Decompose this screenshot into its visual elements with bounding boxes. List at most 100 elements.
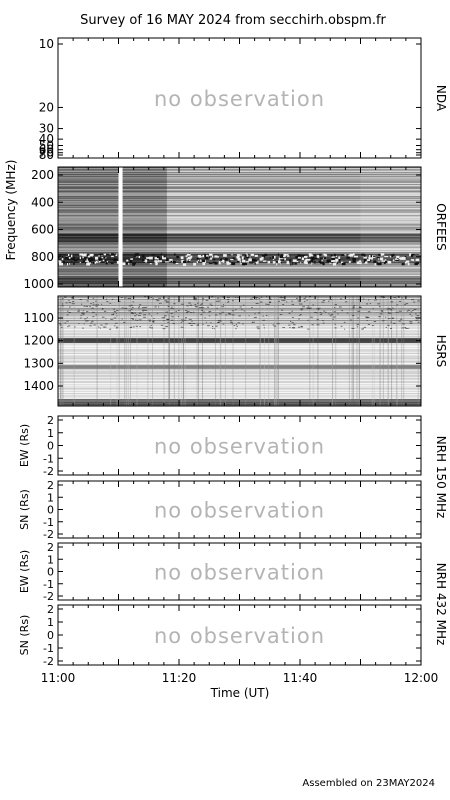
y-tick-label: 1	[47, 427, 54, 440]
spectrogram-speckle	[142, 310, 144, 312]
spectrogram-speckle	[379, 306, 381, 308]
spectrogram-speckle	[289, 259, 292, 262]
spectrogram-speckle	[173, 253, 176, 256]
spectrogram-speckle	[124, 297, 127, 299]
spectrogram-speckle	[201, 303, 204, 305]
spectrogram-speckle	[176, 255, 180, 259]
spectrogram-speckle	[73, 262, 75, 265]
spectrogram-speckle	[202, 299, 204, 301]
spectrogram-speckle	[329, 261, 332, 264]
spectrogram-speckle	[164, 315, 167, 317]
spectrogram-speckle	[301, 303, 303, 305]
spectrogram-speckle	[73, 256, 75, 259]
spectrogram-streak	[309, 296, 311, 406]
spectrogram-speckle	[134, 319, 137, 321]
spectrogram-row	[58, 214, 421, 215]
spectrogram-speckle	[351, 327, 355, 329]
spectrogram-row	[58, 354, 421, 355]
spectrogram-speckle	[316, 312, 318, 314]
spectrogram-speckle	[309, 254, 313, 257]
spectrogram-speckle	[99, 253, 104, 256]
spectrogram-row	[58, 227, 421, 228]
y-tick-label: -2	[43, 655, 54, 668]
spectrogram-speckle	[408, 327, 410, 329]
spectrogram-speckle	[150, 324, 152, 326]
spectrogram-row	[58, 197, 421, 198]
spectrogram-streak	[395, 296, 397, 406]
spectrogram-speckle	[301, 257, 305, 260]
spectrogram-speckle	[404, 261, 407, 264]
spectrogram-speckle	[104, 323, 108, 325]
spectrogram-speckle	[197, 302, 199, 304]
spectrogram-speckle	[335, 260, 338, 263]
spectrogram-streak	[352, 296, 354, 406]
spectrogram-speckle	[398, 320, 401, 322]
spectrogram-row	[58, 388, 421, 389]
spectrogram-speckle	[231, 300, 234, 302]
spectrogram-row	[58, 332, 421, 333]
spectrogram-speckle	[393, 297, 397, 299]
spectrogram-speckle	[323, 257, 327, 260]
y-tick-label: 2	[47, 414, 54, 427]
spectrogram-speckle	[111, 314, 115, 316]
spectrogram-speckle	[407, 309, 411, 311]
spectrogram-row	[58, 365, 421, 366]
spectrogram-row	[58, 176, 421, 177]
spectrogram-row	[58, 267, 421, 268]
spectrogram-speckle	[395, 311, 399, 313]
spectrogram-row	[58, 389, 421, 390]
spectrogram-speckle	[387, 260, 392, 264]
spectrogram-streak	[147, 296, 149, 406]
spectrogram-speckle	[231, 314, 235, 316]
spectrogram-speckle	[182, 320, 184, 322]
spectrogram-speckle	[131, 312, 134, 314]
spectrogram-speckle	[263, 254, 267, 257]
spectrogram-speckle	[113, 311, 116, 313]
spectrogram-speckle	[352, 259, 356, 263]
spectrogram-speckle	[352, 253, 355, 256]
spectrogram-speckle	[305, 296, 307, 298]
spectrogram-row	[58, 245, 421, 246]
spectrogram-speckle	[277, 317, 279, 319]
spectrogram-speckle	[166, 319, 169, 321]
spectrogram-speckle	[223, 254, 227, 257]
spectrogram-speckle	[337, 313, 339, 315]
spectrogram-speckle	[377, 257, 380, 259]
spectrogram-row	[58, 380, 421, 381]
spectrogram-row	[58, 372, 421, 373]
spectrogram-speckle	[300, 262, 302, 264]
spectrogram-speckle	[256, 326, 260, 328]
spectrogram-speckle	[318, 308, 320, 310]
spectrogram-speckle	[298, 303, 302, 305]
spectrogram-speckle	[199, 304, 202, 306]
spectrogram-speckle	[211, 327, 214, 329]
y-tick-label: 20	[39, 100, 54, 114]
spectrogram-speckle	[245, 261, 250, 263]
spectrogram-row	[58, 253, 421, 254]
spectrogram-speckle	[141, 254, 145, 258]
spectrogram-speckle	[295, 297, 298, 299]
spectrogram-speckle	[182, 263, 187, 266]
spectrogram-speckle	[121, 307, 124, 309]
spectrogram-speckle	[116, 327, 118, 329]
spectrogram-speckle	[227, 299, 230, 301]
spectrogram-speckle	[316, 255, 320, 258]
spectrogram-speckle	[164, 316, 166, 318]
spectrogram-speckle	[234, 296, 237, 298]
x-tick-labels: 11:00 11:20 11:40 12:00	[41, 671, 439, 685]
spectrogram-speckle	[72, 301, 75, 303]
spectrogram-speckle	[111, 255, 114, 258]
spectrogram-speckle	[134, 253, 139, 256]
spectrogram-speckle	[128, 310, 131, 312]
spectrogram-speckle	[374, 299, 376, 301]
spectrogram-row	[58, 359, 421, 360]
spectrogram-speckle	[67, 253, 70, 257]
spectrogram-speckle	[193, 298, 196, 300]
spectrogram-speckle	[82, 260, 87, 263]
spectrogram-speckle	[187, 260, 190, 263]
spectrogram-row	[58, 248, 421, 249]
spectrogram-speckle	[280, 257, 285, 261]
spectrogram-row	[58, 222, 421, 223]
